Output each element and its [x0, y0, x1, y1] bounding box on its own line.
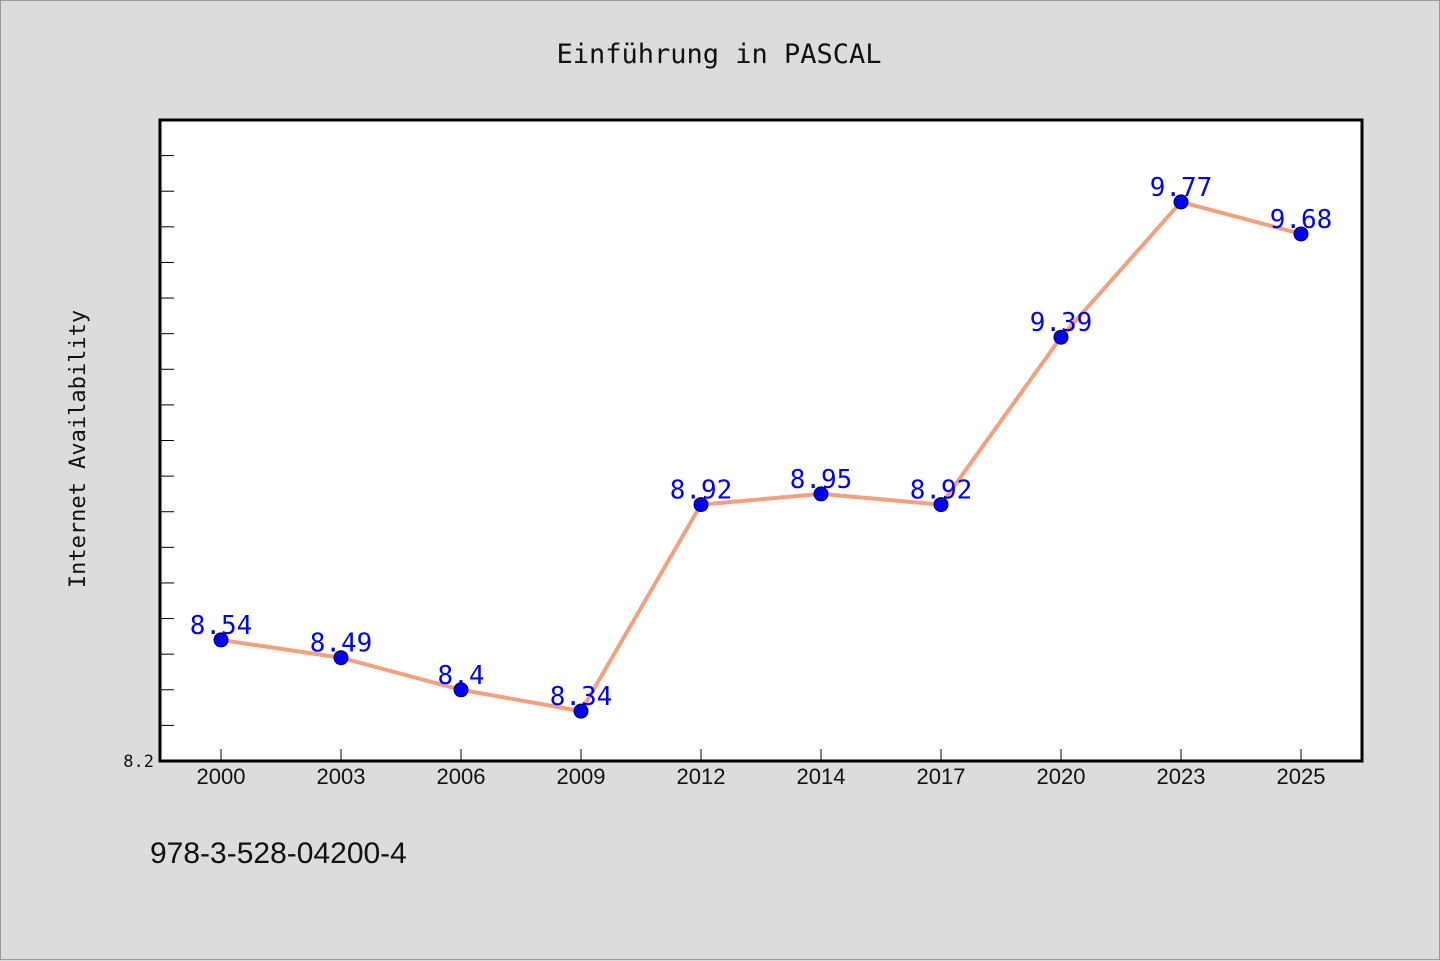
- x-axis-labels: 2000 2003 2006 2009 2012 2014 2017 2020 2023 2025: [197, 764, 1326, 789]
- data-label: 9.39: [1030, 308, 1093, 338]
- x-tick-label: 2006: [437, 764, 486, 789]
- y-axis-ticks: [160, 155, 174, 726]
- x-tick-label: 2000: [197, 764, 246, 789]
- data-label: 8.34: [550, 682, 613, 712]
- chart-title: Einführung in PASCAL: [556, 39, 881, 70]
- data-label: 8.92: [910, 476, 973, 506]
- data-labels: 8.54 8.49 8.4 8.34 8.92 8.95 8.92 9.39 9.77 9.68: [190, 173, 1333, 712]
- data-point: [573, 703, 589, 719]
- plot-area: [158, 118, 1364, 763]
- data-point: [1053, 329, 1069, 345]
- data-point: [693, 497, 709, 513]
- data-label: 8.92: [670, 476, 733, 506]
- data-point: [813, 486, 829, 502]
- x-tick-label: 2023: [1157, 764, 1206, 789]
- data-point: [1293, 226, 1309, 242]
- x-tick-label: 2009: [557, 764, 606, 789]
- x-tick-label: 2020: [1037, 764, 1086, 789]
- x-tick-label: 2012: [677, 764, 726, 789]
- data-label: 8.54: [190, 611, 253, 641]
- series-markers: [213, 194, 1309, 719]
- data-point: [933, 497, 949, 513]
- x-tick-label: 2014: [797, 764, 846, 789]
- y-axis-label: Internet Availability: [66, 310, 91, 588]
- data-label: 8.95: [790, 465, 853, 495]
- data-point: [453, 682, 469, 698]
- data-label: 9.77: [1150, 173, 1213, 203]
- data-label: 8.49: [310, 629, 373, 659]
- series-line: [220, 199, 1302, 714]
- data-point: [213, 632, 229, 648]
- x-axis-ticks: [220, 749, 1302, 761]
- data-label: 8.4: [438, 661, 485, 691]
- x-tick-label: 2025: [1277, 764, 1326, 789]
- x-tick-label: 2017: [917, 764, 966, 789]
- data-point: [1173, 194, 1189, 210]
- data-point: [333, 650, 349, 666]
- data-label: 9.68: [1270, 205, 1333, 235]
- x-tick-label: 2003: [317, 764, 366, 789]
- y-tick-label: 8.2: [123, 752, 154, 772]
- isbn-text: 978-3-528-04200-4: [150, 837, 407, 870]
